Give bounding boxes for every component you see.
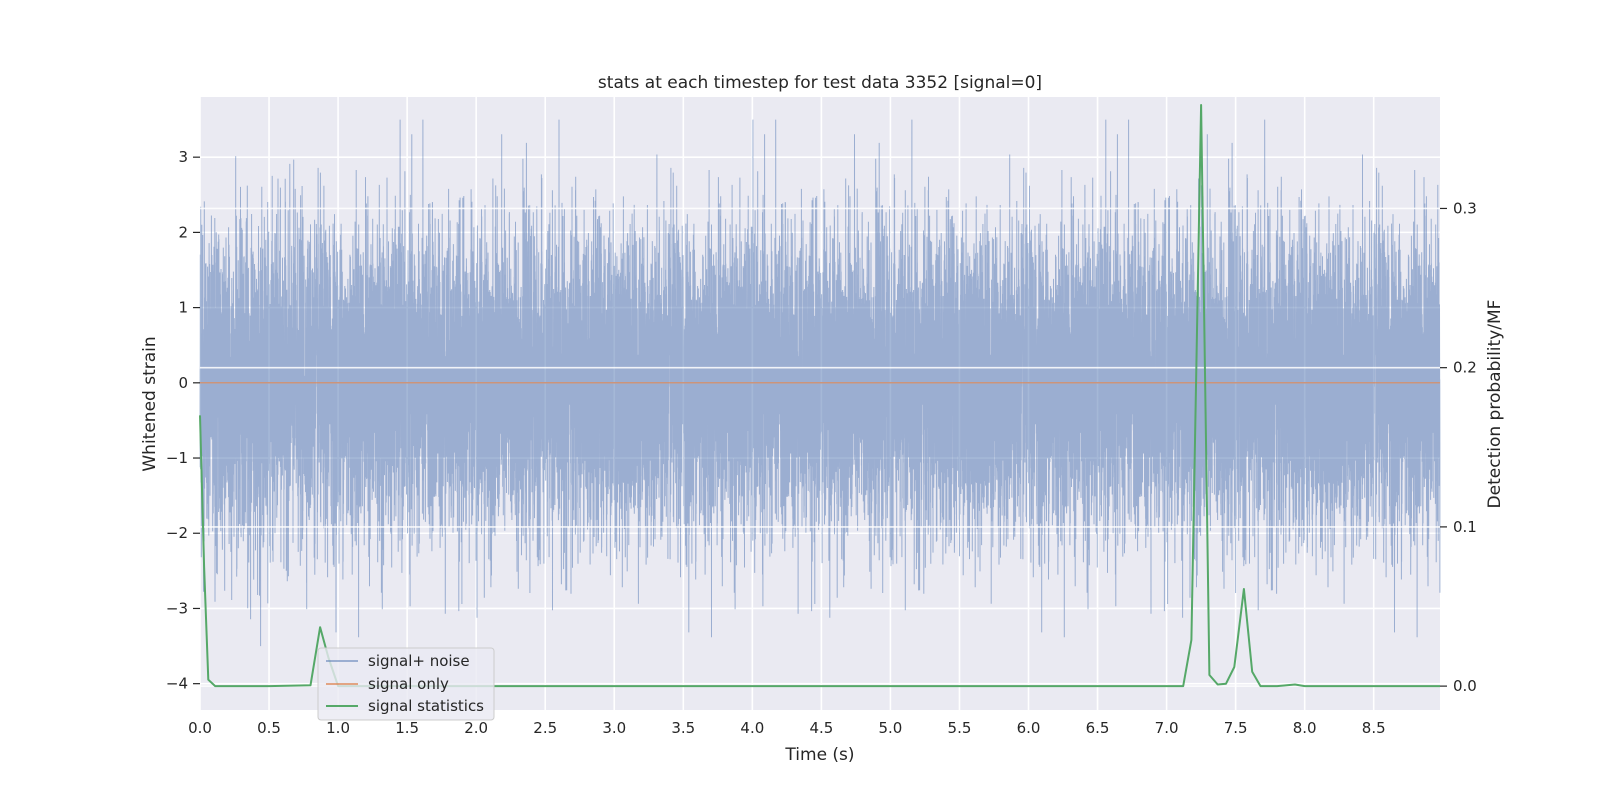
x-tick-label: 3.0 (602, 719, 626, 737)
x-tick-label: 2.5 (533, 719, 557, 737)
x-tick-label: 8.0 (1293, 719, 1317, 737)
series-signal-noise (199, 119, 1441, 647)
y-right-tick-label: 0.0 (1453, 677, 1477, 695)
y-tick-label: −2 (166, 524, 188, 542)
y-axis-ticks: −4 −3 −2 −1 0 1 2 3 (166, 148, 200, 693)
x-tick-label: 3.5 (671, 719, 695, 737)
x-tick-label: 6.0 (1017, 719, 1041, 737)
y-right-axis-label: Detection probability/MF (1485, 300, 1505, 509)
y-right-axis-ticks: 0.0 0.1 0.2 0.3 (1440, 199, 1477, 695)
x-tick-label: 5.5 (948, 719, 972, 737)
legend-label-signal-only: signal only (368, 675, 449, 693)
y-right-tick-label: 0.1 (1453, 518, 1477, 536)
series-signal-statistics (199, 104, 1440, 688)
y-tick-label: 1 (178, 299, 188, 317)
y-tick-label: 2 (178, 223, 188, 241)
series-line-signal-statistics (199, 104, 1440, 688)
y-right-tick-label: 0.3 (1453, 199, 1477, 217)
x-tick-label: 1.0 (326, 719, 350, 737)
legend-label-signal-statistics: signal statistics (368, 697, 484, 715)
x-tick-label: 4.0 (740, 719, 764, 737)
chart-title: stats at each timestep for test data 335… (598, 73, 1042, 93)
y-axis-label: Whitened strain (140, 336, 160, 471)
legend-label-signal-noise: signal+ noise (368, 652, 470, 670)
legend: signal+ noise signal only signal statist… (317, 647, 495, 721)
y-right-tick-label: 0.2 (1453, 359, 1477, 377)
x-tick-label: 0.5 (257, 719, 281, 737)
legend-box (317, 647, 495, 721)
x-tick-label: 7.5 (1224, 719, 1248, 737)
y-tick-label: 0 (178, 374, 188, 392)
y-tick-label: −3 (166, 599, 188, 617)
y-tick-label: −1 (166, 449, 188, 467)
x-tick-label: 4.5 (809, 719, 833, 737)
x-axis-ticks: 0.0 0.5 1.0 1.5 2.0 2.5 3.0 3.5 4.0 4.5 5.0 5.5 6.0 6… (188, 719, 1386, 737)
y-tick-label: 3 (178, 148, 188, 166)
x-tick-label: 6.5 (1086, 719, 1110, 737)
x-tick-label: 8.5 (1362, 719, 1386, 737)
x-tick-label: 2.0 (464, 719, 488, 737)
x-tick-label: 5.0 (878, 719, 902, 737)
x-axis-label: Time (s) (784, 745, 854, 765)
x-tick-label: 0.0 (188, 719, 212, 737)
y-tick-label: −4 (166, 675, 188, 693)
x-tick-label: 7.0 (1155, 719, 1179, 737)
series-line-signal-noise (199, 119, 1441, 647)
x-tick-label: 1.5 (395, 719, 419, 737)
